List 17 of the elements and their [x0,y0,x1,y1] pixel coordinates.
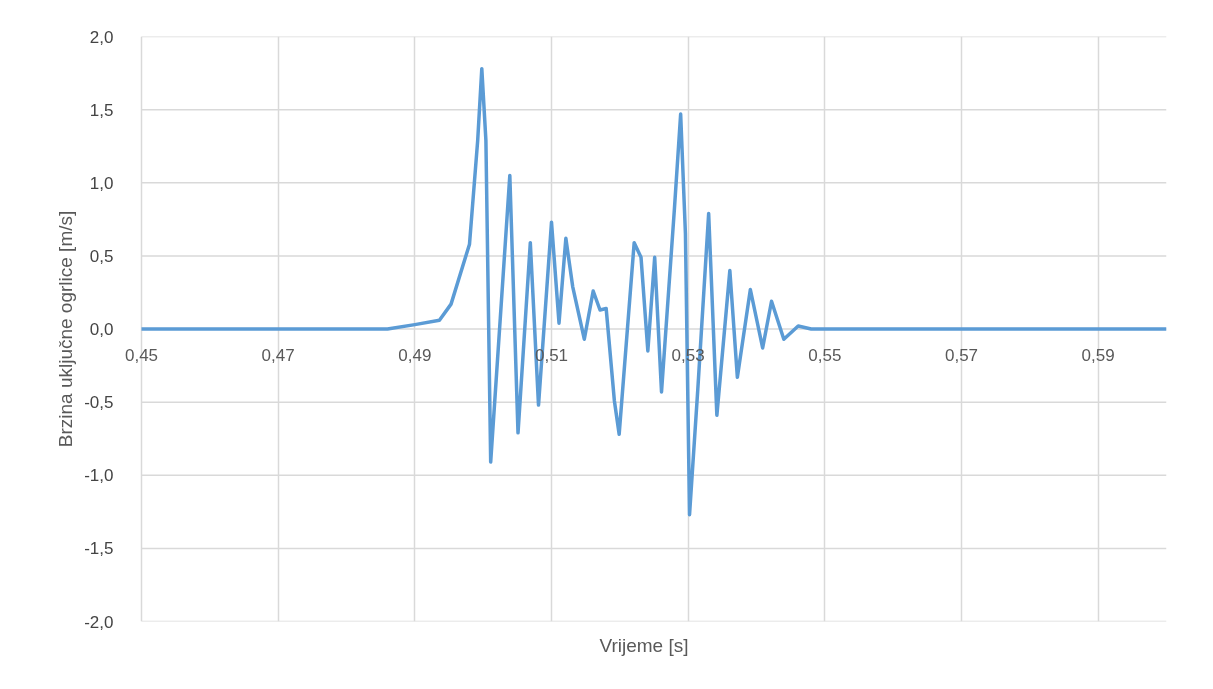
y-axis-title: Brzina uključne ogrlice [m/s] [55,210,77,448]
y-tick-label: -0,5 [84,393,114,413]
x-tick-label: 0,57 [944,346,979,365]
x-tick-label: 0,59 [1081,346,1115,365]
y-tick-label: 0,0 [89,320,114,339]
x-tick-label: 0,47 [261,346,295,365]
x-tick-label: 0,49 [398,346,432,365]
y-tick-label: 1,5 [89,100,114,120]
y-tick-label: 0,5 [89,246,114,266]
x-axis-title: Vrijeme [s] [599,634,689,656]
y-tick-label: -2,0 [84,612,114,632]
x-tick-label: 0,45 [124,346,159,365]
x-tick-label: 0,55 [808,346,842,365]
y-tick-label: 2,0 [89,27,114,47]
y-tick-label: -1,5 [84,539,114,559]
y-tick-label: -1,0 [84,466,114,486]
y-tick-label: 1,0 [89,173,114,193]
